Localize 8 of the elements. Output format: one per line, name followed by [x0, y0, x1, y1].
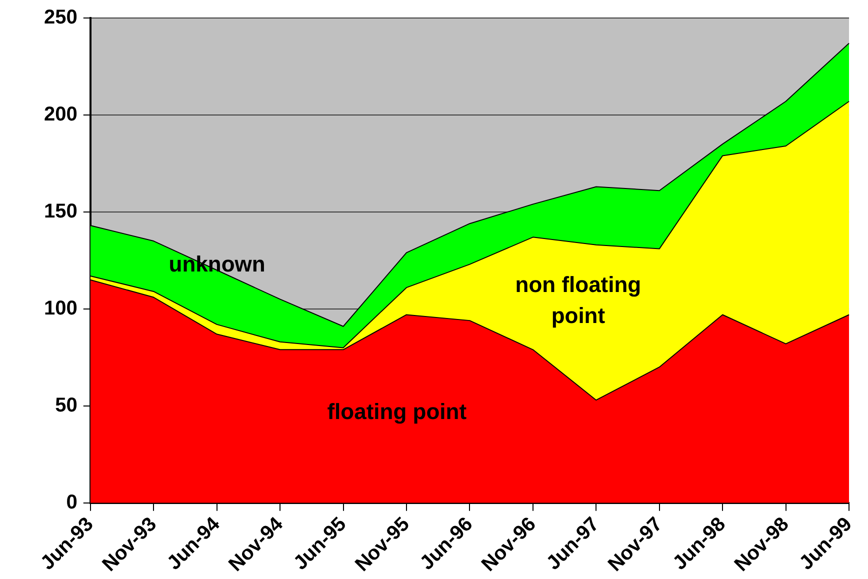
- y-tick-label: 50: [55, 394, 78, 416]
- series-label: floating point: [327, 399, 468, 424]
- y-tick-label: 150: [44, 200, 78, 222]
- y-tick-label: 100: [44, 297, 78, 320]
- y-tick-label: 200: [44, 103, 78, 126]
- y-tick-label: 0: [66, 491, 78, 514]
- series-label: non floating point: [515, 272, 642, 328]
- y-tick-label: 250: [44, 6, 78, 29]
